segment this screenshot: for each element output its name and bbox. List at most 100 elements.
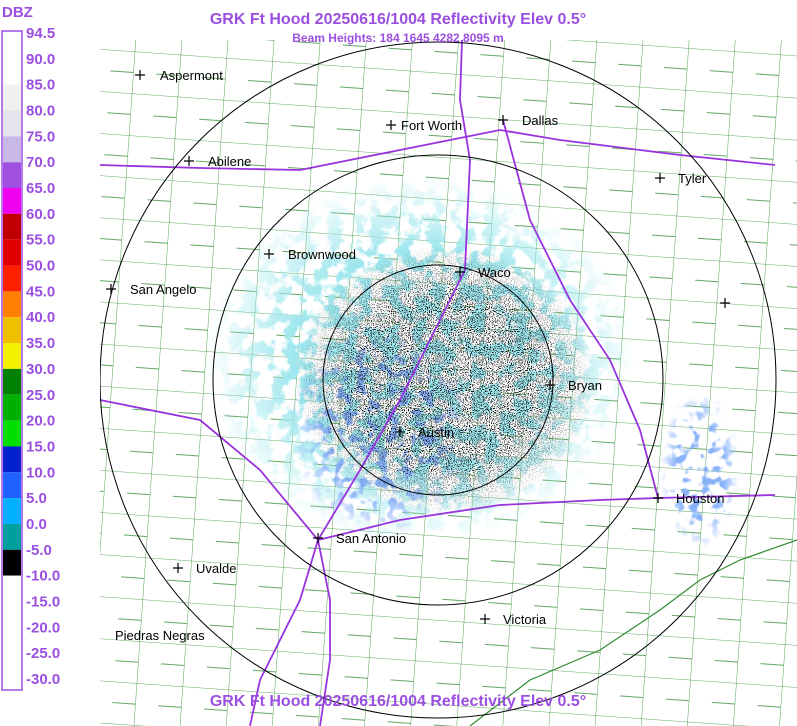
legend-label: 40.0 [26, 309, 55, 326]
legend-label: 45.0 [26, 283, 55, 300]
legend-swatch [3, 58, 21, 85]
legend: 94.5 90.0 85.0 80.0 75.0 70.0 65.0 60.0 55.0 50.0… [3, 25, 60, 705]
cities: Aspermont Fort Worth Dallas Abilene Tyle… [106, 68, 730, 643]
title: GRK Ft Hood 20250616/1004 Reflectivity E… [210, 11, 586, 28]
range-ring [212, 154, 664, 606]
city-label: Victoria [503, 612, 547, 627]
highway [249, 39, 471, 726]
city: Dallas [498, 113, 559, 128]
city-label: Abilene [208, 154, 251, 169]
city-label: Piedras Negras [115, 628, 205, 643]
legend-swatch [3, 136, 21, 163]
legend-label: 70.0 [26, 154, 55, 171]
city: Brownwood [264, 247, 356, 262]
legend-swatch [3, 317, 21, 344]
legend-label: 10.0 [26, 464, 55, 481]
title-repeat: GRK Ft Hood 20250616/1004 Reflectivity E… [210, 693, 586, 710]
echo-field [660, 390, 740, 550]
legend-label: 60.0 [26, 206, 55, 223]
legend-label: 0.0 [26, 516, 47, 533]
highway [99, 129, 776, 171]
legend-swatch [3, 291, 21, 318]
city: Aspermont [135, 68, 223, 83]
coastline [469, 539, 797, 726]
legend-label: 90.0 [26, 51, 55, 68]
legend-label: 55.0 [26, 232, 55, 249]
legend-swatch [3, 523, 21, 550]
highway [317, 539, 331, 726]
legend-swatch [3, 446, 21, 473]
legend-label: 65.0 [26, 180, 55, 197]
legend-label: -10.0 [26, 568, 60, 585]
legend-swatch [3, 162, 21, 189]
city: San Antonio [313, 531, 406, 546]
legend-swatch [3, 368, 21, 395]
legend-label: -5.0 [26, 542, 52, 559]
legend-swatch [3, 33, 21, 59]
legend-swatch [3, 265, 21, 292]
legend-swatch [3, 84, 21, 111]
city-label: Houston [676, 491, 724, 506]
legend-swatch [3, 498, 21, 524]
clutter [295, 245, 595, 515]
legend-swatch [3, 601, 21, 628]
legend-swatch [3, 213, 21, 240]
city: Waco [455, 265, 511, 280]
legend-label: -25.0 [26, 645, 60, 662]
legend-label: 30.0 [26, 361, 55, 378]
city-label: Brownwood [288, 247, 356, 262]
legend-label: 50.0 [26, 258, 55, 275]
legend-unit: DBZ [2, 4, 33, 21]
legend-swatch [3, 549, 21, 576]
highway [502, 119, 659, 499]
city-label: San Antonio [336, 531, 406, 546]
legend-swatch [3, 679, 21, 705]
legend-swatch [3, 394, 21, 421]
legend-label: 25.0 [26, 387, 55, 404]
marker [720, 298, 730, 308]
legend-swatch [3, 472, 21, 499]
legend-label: 75.0 [26, 128, 55, 145]
legend-swatch [3, 343, 21, 369]
legend-label: -30.0 [26, 671, 60, 688]
city: Tyler [655, 171, 707, 186]
city-label: Waco [478, 265, 511, 280]
range-rings [99, 41, 777, 719]
city-label: Dallas [522, 113, 559, 128]
legend-frame [1, 30, 23, 691]
legend-label: -20.0 [26, 619, 60, 636]
city-label: San Angelo [130, 282, 197, 297]
legend-swatch [3, 110, 21, 137]
subtitle: Beam Heights: 184 1645 4282 8095 m [292, 31, 503, 45]
legend-swatch [3, 239, 21, 266]
city: Victoria [480, 612, 547, 627]
legend-label: 15.0 [26, 438, 55, 455]
city-label: Aspermont [160, 68, 223, 83]
legend-label: -15.0 [26, 593, 60, 610]
city: Uvalde [173, 561, 236, 576]
city-label: Fort Worth [401, 118, 462, 133]
legend-swatch [3, 653, 21, 679]
city: Bryan [545, 378, 602, 393]
city: San Angelo [106, 282, 197, 297]
legend-label: 35.0 [26, 335, 55, 352]
legend-label: 5.0 [26, 490, 47, 507]
legend-swatch [3, 188, 21, 214]
city: Austin [395, 425, 454, 440]
legend-swatch [3, 575, 21, 602]
legend-swatch [3, 420, 21, 447]
city-label: Austin [418, 425, 454, 440]
legend-swatch [3, 627, 21, 654]
legend-label: 80.0 [26, 103, 55, 120]
legend-label: 20.0 [26, 413, 55, 430]
city-label: Uvalde [196, 561, 236, 576]
legend-label: 94.5 [26, 25, 55, 42]
city-label: Bryan [568, 378, 602, 393]
city-label: Tyler [678, 171, 707, 186]
city: Abilene [184, 154, 251, 169]
legend-label: 85.0 [26, 77, 55, 94]
range-ring [322, 264, 554, 496]
city: Houston [653, 491, 724, 506]
city: Fort Worth [386, 118, 462, 133]
